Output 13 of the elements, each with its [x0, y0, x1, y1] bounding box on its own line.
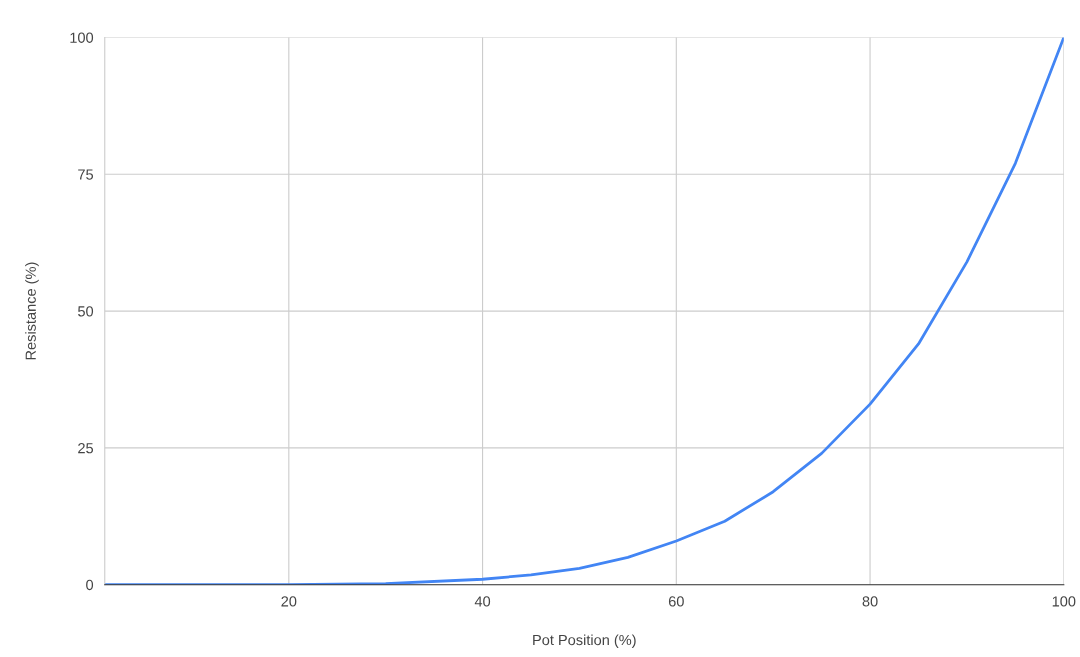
x-tick-label: 20 — [281, 596, 297, 607]
line-series — [104, 37, 1064, 585]
y-axis-title: Resistance (%) — [25, 262, 39, 360]
y-tick-label: 0 — [86, 579, 94, 591]
x-tick-label: 40 — [474, 596, 491, 607]
y-tick-label: 25 — [78, 443, 94, 454]
x-tick-label: 80 — [862, 596, 878, 607]
x-tick-label: 60 — [668, 596, 684, 607]
y-tick-label: 75 — [78, 169, 94, 180]
x-axis-title: Pot Position (%) — [533, 634, 636, 649]
y-tick-label: 100 — [70, 32, 94, 43]
y-tick-label: 50 — [78, 306, 94, 317]
x-tick-label: 100 — [1052, 596, 1076, 607]
